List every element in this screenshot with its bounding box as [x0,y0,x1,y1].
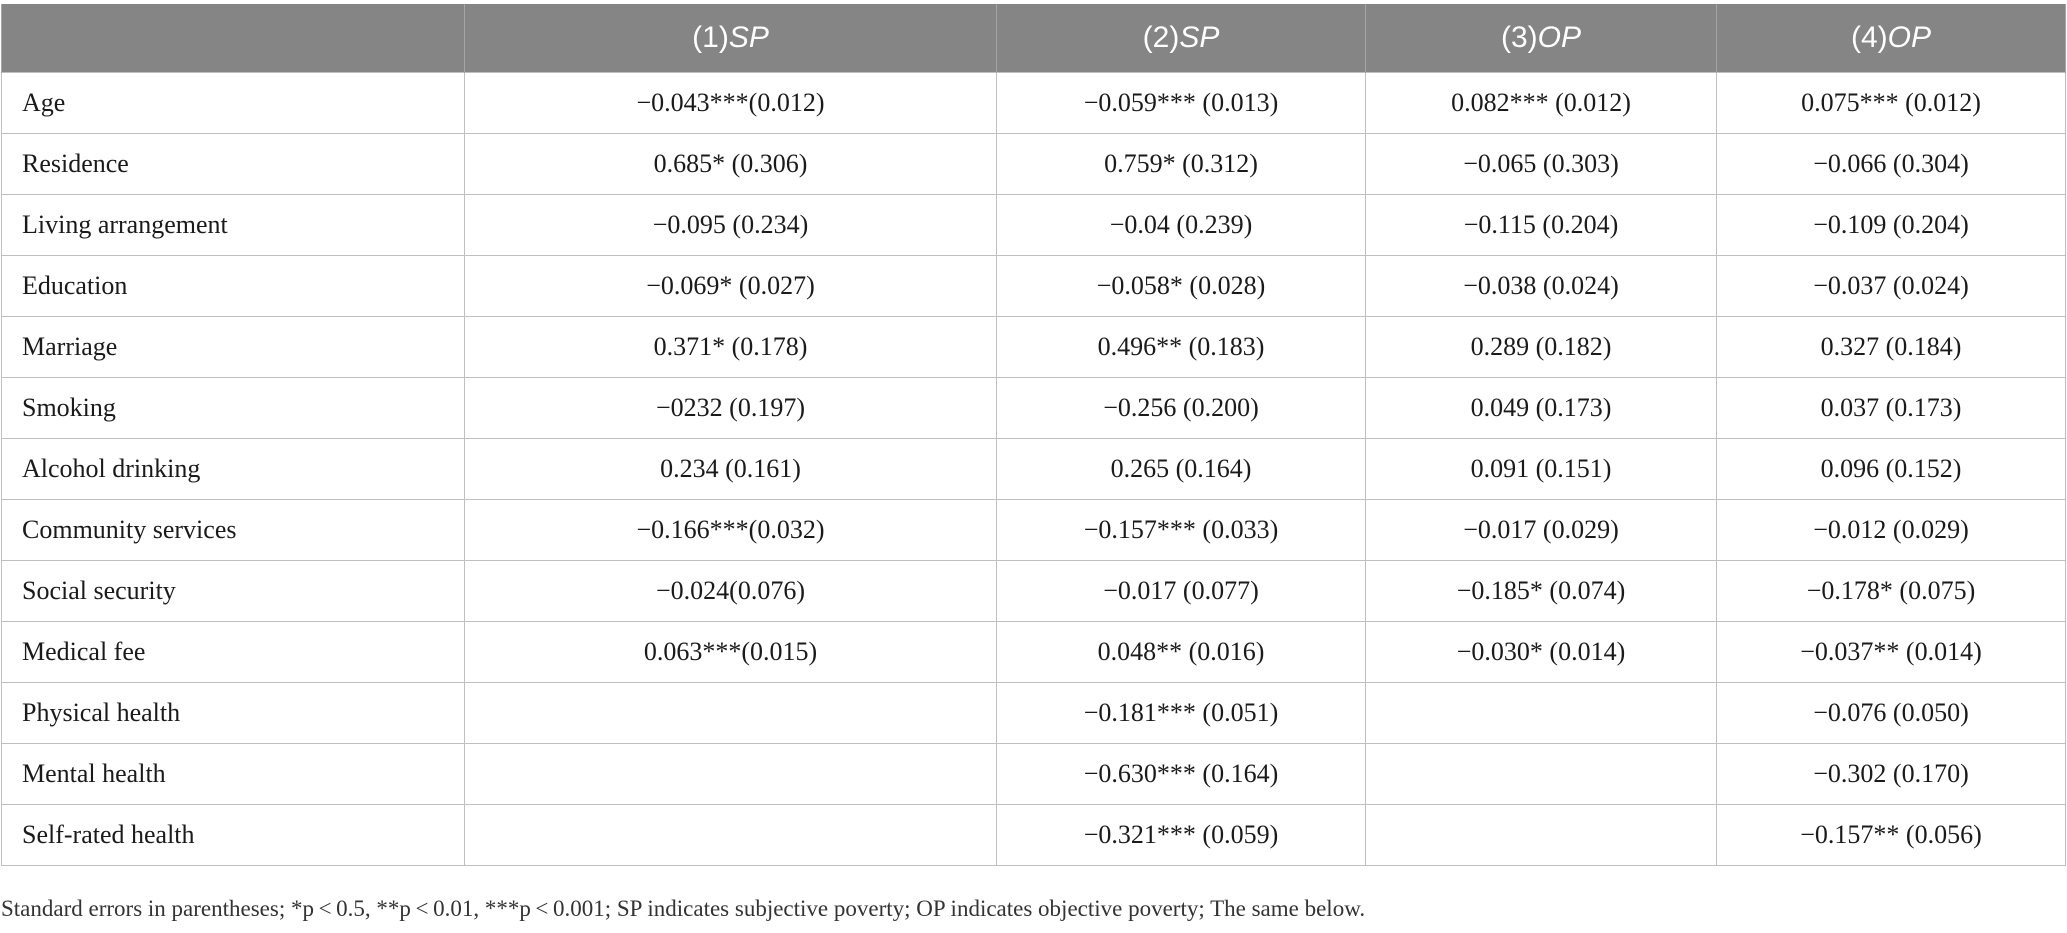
coef-cell: −0.037** (0.014) [1716,621,2066,683]
coef-cell: 0.096 (0.152) [1716,438,2066,500]
coef-cell: −0.043***(0.012) [464,72,997,134]
coef-cell: 0.048** (0.016) [996,621,1366,683]
model-3-dependent: OP [1537,21,1582,54]
coef-cell: 0.289 (0.182) [1365,316,1717,378]
coef-cell: −0.321*** (0.059) [996,804,1366,866]
coef-cell: −0.109 (0.204) [1716,194,2066,256]
coef-cell [464,804,997,866]
coef-cell: −0.069* (0.027) [464,255,997,317]
coef-cell: 0.049 (0.173) [1365,377,1717,439]
coef-cell: −0.012 (0.029) [1716,499,2066,561]
variable-name: Age [1,72,465,134]
model-1-number: (1) [692,21,729,54]
coef-cell: 0.265 (0.164) [996,438,1366,500]
coef-cell: 0.759* (0.312) [996,133,1366,195]
table-row: Medical fee 0.063***(0.015) 0.048** (0.0… [1,621,2066,683]
coef-cell: −0.178* (0.075) [1716,560,2066,622]
variable-name: Social security [1,560,465,622]
table-row: Mental health −0.630*** (0.164) −0.302 (… [1,743,2066,805]
header-model-2: (2)SP [996,4,1366,73]
header-corner-cell [1,4,465,73]
coef-cell: −0.04 (0.239) [996,194,1366,256]
model-4-dependent: OP [1887,21,1932,54]
coef-cell: 0.037 (0.173) [1716,377,2066,439]
coef-cell: −0.017 (0.029) [1365,499,1717,561]
coef-cell [464,682,997,744]
table-header-row: (1)SP (2)SP (3)OP (4)OP [1,4,2066,73]
model-2-number: (2) [1142,21,1180,54]
variable-name: Medical fee [1,621,465,683]
variable-name: Smoking [1,377,465,439]
coef-cell: 0.496** (0.183) [996,316,1366,378]
coef-cell: −0.058* (0.028) [996,255,1366,317]
header-model-4: (4)OP [1716,4,2066,73]
coef-cell: −0.115 (0.204) [1365,194,1717,256]
table-row: Alcohol drinking 0.234 (0.161) 0.265 (0.… [1,438,2066,500]
coef-cell [1365,804,1717,866]
coef-cell: 0.327 (0.184) [1716,316,2066,378]
variable-name: Education [1,255,465,317]
coef-cell: 0.063***(0.015) [464,621,997,683]
coef-cell [1365,682,1717,744]
table-row: Self-rated health −0.321*** (0.059) −0.1… [1,804,2066,866]
coef-cell: −0.066 (0.304) [1716,133,2066,195]
coef-cell: −0232 (0.197) [464,377,997,439]
table-row: Social security −0.024(0.076) −0.017 (0.… [1,560,2066,622]
variable-name: Community services [1,499,465,561]
table-row: Community services −0.166***(0.032) −0.1… [1,499,2066,561]
coef-cell: −0.185* (0.074) [1365,560,1717,622]
model-4-number: (4) [1850,21,1888,54]
table-row: Age −0.043***(0.012) −0.059*** (0.013) 0… [1,72,2066,134]
coef-cell: −0.024(0.076) [464,560,997,622]
variable-name: Residence [1,133,465,195]
coef-cell [464,743,997,805]
table-row: Smoking −0232 (0.197) −0.256 (0.200) 0.0… [1,377,2066,439]
coef-cell: −0.157*** (0.033) [996,499,1366,561]
coef-cell: −0.095 (0.234) [464,194,997,256]
table-row: Residence 0.685* (0.306) 0.759* (0.312) … [1,133,2066,195]
variable-name: Mental health [1,743,465,805]
variable-name: Alcohol drinking [1,438,465,500]
model-3-number: (3) [1500,21,1538,54]
variable-name: Living arrangement [1,194,465,256]
coef-cell: −0.037 (0.024) [1716,255,2066,317]
coef-cell: −0.166***(0.032) [464,499,997,561]
table-row: Marriage 0.371* (0.178) 0.496** (0.183) … [1,316,2066,378]
coef-cell [1365,743,1717,805]
coef-cell: −0.076 (0.050) [1716,682,2066,744]
coef-cell: 0.091 (0.151) [1365,438,1717,500]
coef-cell: 0.082*** (0.012) [1365,72,1717,134]
coef-cell: −0.302 (0.170) [1716,743,2066,805]
table-row: Physical health −0.181*** (0.051) −0.076… [1,682,2066,744]
coef-cell: −0.630*** (0.164) [996,743,1366,805]
variable-name: Self-rated health [1,804,465,866]
regression-results-table: (1)SP (2)SP (3)OP (4)OP Age −0.043***(0.… [1,4,2066,866]
coef-cell: 0.685* (0.306) [464,133,997,195]
table-row: Living arrangement −0.095 (0.234) −0.04 … [1,194,2066,256]
model-2-dependent: SP [1179,21,1220,54]
variable-name: Marriage [1,316,465,378]
coef-cell: −0.030* (0.014) [1365,621,1717,683]
coef-cell: 0.234 (0.161) [464,438,997,500]
coef-cell: −0.181*** (0.051) [996,682,1366,744]
coef-cell: 0.371* (0.178) [464,316,997,378]
header-model-1: (1)SP [464,4,997,73]
coef-cell: −0.065 (0.303) [1365,133,1717,195]
table-row: Education −0.069* (0.027) −0.058* (0.028… [1,255,2066,317]
model-1-dependent: SP [728,21,769,54]
coef-cell: −0.157** (0.056) [1716,804,2066,866]
variable-name: Physical health [1,682,465,744]
table-footnote: Standard errors in parentheses; *p < 0.5… [1,896,1366,921]
coef-cell: −0.038 (0.024) [1365,255,1717,317]
coef-cell: −0.059*** (0.013) [996,72,1366,134]
coef-cell: −0.017 (0.077) [996,560,1366,622]
header-model-3: (3)OP [1365,4,1717,73]
coef-cell: −0.256 (0.200) [996,377,1366,439]
coef-cell: 0.075*** (0.012) [1716,72,2066,134]
